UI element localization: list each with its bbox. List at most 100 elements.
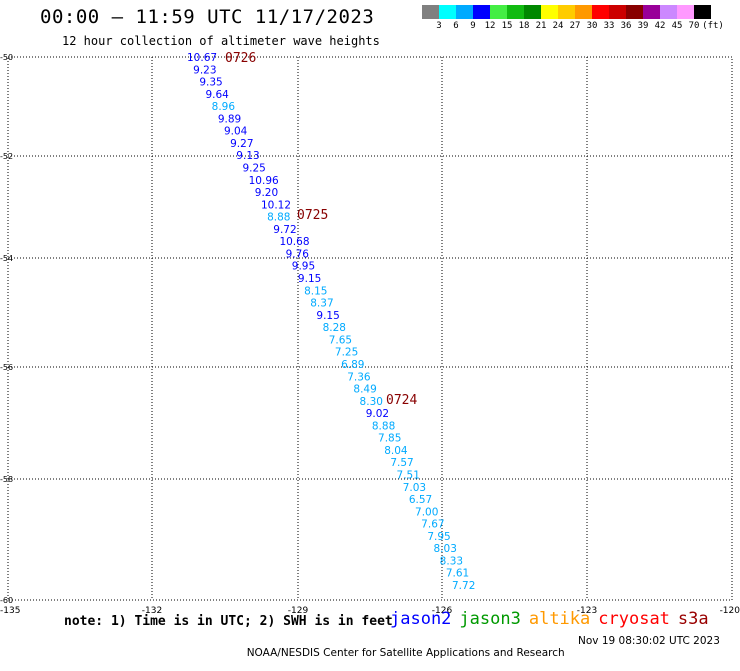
legend-unit: (ft) [702,21,724,31]
wave-height-label: 8.33 [440,555,463,567]
wave-height-label: 10.12 [261,199,291,211]
legend-swatch [558,5,575,19]
legend-swatch [575,5,592,19]
wave-height-label: 7.25 [335,347,358,359]
legend-label: 24 [552,21,564,31]
legend-swatch [422,5,439,19]
longitude-label: -126 [432,606,453,616]
legend-label: 70 [688,21,700,31]
wave-height-label: 7.03 [403,482,426,494]
legend-swatch [660,5,677,19]
legend-label: 27 [569,21,581,31]
wave-height-label: 8.37 [310,298,333,310]
wave-height-label: 7.57 [390,457,413,469]
map-frame [7,56,733,601]
latitude-label: -58 [0,475,13,484]
satellite-s3a: s3a [677,609,709,629]
wave-height-label: 9.20 [255,187,278,199]
longitude-label: -129 [288,606,309,616]
wave-height-label: 8.28 [323,322,346,334]
legend-label: 30 [586,21,598,31]
wave-height-map: -50 -52 -54 -56 -58 -60-135 -132 -129 -126 -123 -1… [0,51,740,616]
legend-swatch [609,5,626,19]
legend-label: 45 [671,21,683,31]
satellite-legend: jason2 jason3 altika cryosat s3a [390,609,717,629]
latitude-label: -52 [0,152,13,161]
legend-swatch [694,5,711,19]
legend-swatch [439,5,456,19]
wave-height-label: 9.89 [218,113,241,125]
wave-height-label: 9.25 [242,163,265,175]
wave-height-label: 8.04 [384,445,408,457]
legend-swatch [677,5,694,19]
legend-swatch [524,5,541,19]
legend-label: 12 [484,21,496,31]
wave-height-label: 7.95 [427,531,450,543]
note-text: note: 1) Time is in UTC; 2) SWH is in fe… [64,614,393,629]
legend-label: 36 [620,21,632,31]
wave-height-label: 7.67 [421,519,444,531]
legend-swatch [490,5,507,19]
wave-height-label: 8.03 [434,543,457,555]
legend-labels: 3 6 9 12 15 18 21 24 27 30 33 36 39 42 45 70 (ft) [422,21,724,35]
wave-height-label: 8.88 [372,420,395,432]
wave-height-label: 9.27 [230,138,253,150]
legend-label: 6 [453,21,459,31]
map-title: 00:00 – 11:59 UTC 11/17/2023 [40,6,375,28]
legend-swatch [592,5,609,19]
wave-height-label: 9.72 [273,224,296,236]
wave-height-label: 10.67 [187,52,217,64]
wave-height-label: 6.57 [409,494,432,506]
wave-height-label: 9.64 [205,89,229,101]
wave-height-label: 7.36 [347,371,371,383]
wave-height-label: 7.65 [329,334,352,346]
satellite-cryosat: cryosat [598,609,670,629]
wave-height-label: 9.15 [316,310,339,322]
wave-height-label: 8.96 [212,101,236,113]
wave-height-label: 10.96 [249,175,279,187]
longitude-label: -123 [577,606,597,616]
timestamp: Nov 19 08:30:02 UTC 2023 [578,635,720,647]
map-subtitle: 12 hour collection of altimeter wave hei… [62,34,380,48]
satellite-altika: altika [528,609,591,629]
wave-height-label: 9.02 [366,408,389,420]
wave-height-label: 7.72 [452,580,475,592]
wave-height-label: 8.49 [353,384,376,396]
track-time-label: 0724 [386,393,417,408]
legend-swatch [507,5,524,19]
legend-label: 3 [436,21,442,31]
wave-height-label: 8.30 [360,396,383,408]
track-time-label: 0726 [225,51,256,66]
wave-height-label: 9.76 [286,248,310,260]
satellite-jason3: jason3 [459,609,521,629]
satellite-jason2: jason2 [390,609,452,629]
legend-label: 9 [470,21,476,31]
wave-height-label: 7.85 [378,433,401,445]
wave-height-label: 9.15 [298,273,321,285]
latitude-label: -54 [0,254,13,263]
longitude-label: -132 [142,606,162,616]
track-time-label: 0725 [297,208,328,223]
legend-swatch [473,5,490,19]
wave-height-label: 9.95 [292,261,315,273]
wave-height-label: 7.51 [397,469,420,481]
legend-swatches [422,5,711,19]
wave-height-label: 8.15 [304,285,327,297]
wave-height-label: 9.23 [193,64,216,76]
latitude-label: -50 [0,53,13,62]
legend-label: 42 [654,21,666,31]
latitude-label: -56 [0,363,13,372]
wave-height-label: 8.88 [267,212,290,224]
wave-height-label: 10.68 [279,236,309,248]
wave-height-label: 9.04 [224,126,248,138]
longitude-label: -120 [720,606,740,616]
legend-label: 15 [501,21,513,31]
wave-height-label: 6.89 [341,359,364,371]
wave-height-label: 7.61 [446,568,469,580]
legend-label: 18 [518,21,530,31]
latitude-label: -60 [0,596,13,605]
longitude-label: -135 [0,606,20,616]
credit-text: NOAA/NESDIS Center for Satellite Applica… [246,647,565,659]
color-legend: 3 6 9 12 15 18 21 24 27 30 33 36 39 42 45 70 (ft) [422,5,724,35]
wave-height-label: 9.35 [199,77,222,89]
